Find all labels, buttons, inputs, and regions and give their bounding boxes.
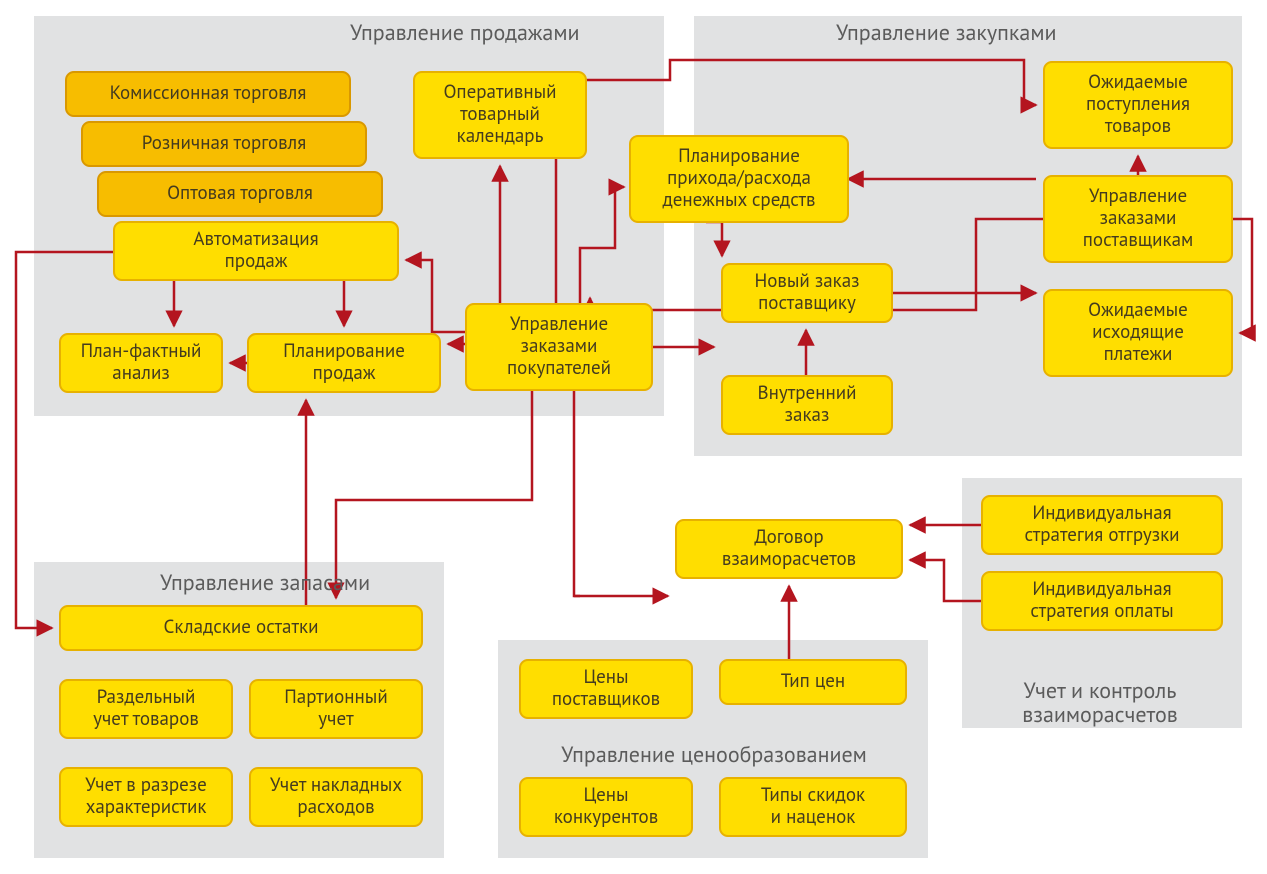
node-comp_price: Ценыконкурентов — [520, 778, 692, 836]
node-sep_acc: Раздельныйучет товаров — [60, 680, 232, 738]
node-label-op_cal: Оперативныйтоварныйкалендарь — [443, 80, 556, 148]
node-exp_in: Ожидаемыепоступлениятоваров — [1044, 62, 1232, 148]
node-label-char_acc: Учет в разрезехарактеристик — [85, 773, 207, 819]
node-supp_ord: Управлениезаказамипоставщикам — [1044, 176, 1232, 262]
node-label-retail: Розничная торговля — [142, 131, 306, 155]
node-ind_ship: Индивидуальнаястратегия отгрузки — [982, 496, 1222, 554]
node-label-wholesale: Оптовая торговля — [167, 181, 313, 205]
flowchart-diagram: Комиссионная торговля Розничная торговля О… — [0, 0, 1267, 874]
panel-title-settle: Учет и контрольвзаиморасчетов — [1022, 677, 1177, 729]
node-contract: Договорвзаиморасчетов — [676, 520, 902, 578]
node-exp_acc: Учет накладныхрасходов — [250, 768, 422, 826]
node-batch_acc: Партионныйучет — [250, 680, 422, 738]
node-label-stock_rest: Складские остатки — [164, 615, 319, 639]
node-label-price_type: Тип цен — [781, 669, 845, 693]
node-retail: Розничная торговля — [82, 122, 366, 166]
node-plan_sales: Планированиепродаж — [248, 334, 440, 392]
panel-title-pricing: Управление ценообразованием — [561, 741, 867, 769]
node-op_cal: Оперативныйтоварныйкалендарь — [414, 72, 586, 158]
node-label-ind_ship: Индивидуальнаястратегия отгрузки — [1024, 501, 1179, 547]
node-ind_pay: Индивидуальнаястратегия оплаты — [982, 572, 1222, 630]
node-new_order: Новый заказпоставщику — [722, 264, 892, 322]
node-label-plan_cash: Планированиеприхода/расходаденежных сред… — [662, 144, 815, 212]
node-commission: Комиссионная торговля — [66, 72, 350, 116]
node-int_order: Внутреннийзаказ — [722, 376, 892, 434]
node-label-orders_buy: Управлениезаказамипокупателей — [507, 312, 611, 380]
node-stock_rest: Складские остатки — [60, 606, 422, 650]
panel-title-stocks: Управление запасами — [160, 569, 370, 597]
panel-title-sales: Управление продажами — [350, 19, 580, 47]
node-supp_price: Ценыпоставщиков — [520, 660, 692, 718]
node-char_acc: Учет в разрезехарактеристик — [60, 768, 232, 826]
edge — [574, 390, 580, 596]
node-disc_type: Типы скидоки наценок — [720, 778, 906, 836]
node-label-commission: Комиссионная торговля — [110, 81, 307, 105]
node-auto_sales: Автоматизацияпродаж — [114, 222, 398, 280]
node-plan_cash: Планированиеприхода/расходаденежных сред… — [630, 136, 848, 222]
panel-title-purchases: Управление закупками — [836, 19, 1057, 47]
node-wholesale: Оптовая торговля — [98, 172, 382, 216]
node-label-disc_type: Типы скидоки наценок — [761, 783, 865, 829]
node-label-new_order: Новый заказпоставщику — [754, 269, 859, 315]
node-label-ind_pay: Индивидуальнаястратегия оплаты — [1030, 577, 1173, 623]
node-pf_anal: План-фактныйанализ — [60, 334, 222, 392]
node-label-sep_acc: Раздельныйучет товаров — [93, 685, 199, 731]
node-exp_out: Ожидаемыеисходящиеплатежи — [1044, 290, 1232, 376]
node-orders_buy: Управлениезаказамипокупателей — [466, 304, 652, 390]
node-price_type: Тип цен — [720, 660, 906, 704]
